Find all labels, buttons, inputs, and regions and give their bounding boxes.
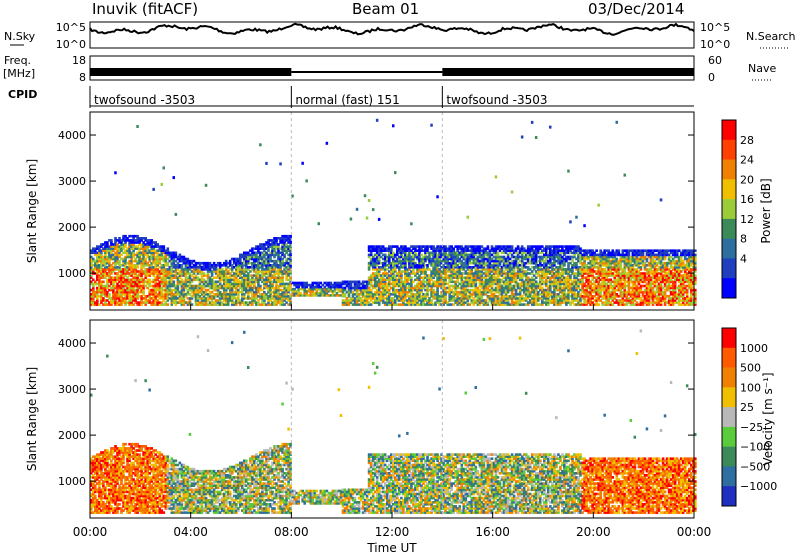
heatmap-cell [326, 142, 329, 145]
freq-band [90, 68, 694, 76]
heatmap-cell [305, 179, 308, 182]
heatmap-cell [173, 281, 176, 284]
cpid-segment-label: twofsound -3503 [94, 93, 195, 107]
heatmap-cell [436, 195, 439, 198]
heatmap-cell [511, 245, 514, 248]
freq-band-segment [291, 71, 442, 73]
heatmap-cell [205, 184, 208, 187]
heatmap-cell [152, 188, 155, 191]
heatmap-cell [368, 199, 371, 202]
freq-tick-bottom: 8 [79, 71, 86, 84]
heatmap-cell [110, 239, 113, 242]
nsearch-tick-top: 10^5 [700, 21, 730, 34]
heatmap-cell [259, 285, 262, 288]
heatmap-cell [521, 136, 524, 139]
nave-tick-top: 60 [708, 54, 722, 67]
heatmap-cell [136, 125, 139, 128]
heatmap-cell [376, 119, 379, 122]
nsky-label: N.Sky [4, 30, 36, 43]
heatmap-cell [495, 175, 498, 178]
heatmap-cell [265, 162, 268, 165]
heatmap-cell [108, 293, 111, 296]
cpid-segment-label: normal (fast) 151 [295, 93, 399, 107]
nsky-tick-bottom: 10^0 [56, 38, 86, 51]
heatmap-cell [175, 252, 178, 255]
heatmap-cell [392, 124, 395, 127]
heatmap-cell [549, 126, 552, 129]
station-title: Inuvik (fitACF) [92, 0, 198, 18]
heatmap-cell [467, 216, 470, 219]
heatmap-cell [289, 235, 292, 238]
beam-title: Beam 01 [352, 0, 419, 18]
heatmap-cell [301, 162, 304, 165]
heatmap-cell [102, 281, 105, 284]
heatmap-cell [535, 136, 538, 139]
heatmap-cell [173, 176, 176, 179]
heatmap-cell [163, 166, 166, 169]
cpid-segments: twofsound -3503 normal (fast) 151 twofsoun… [90, 86, 548, 108]
nsky-trace [90, 24, 694, 35]
heatmap-cell [161, 183, 164, 186]
freq-band-segment [442, 68, 694, 76]
heatmap-cell [366, 217, 369, 220]
heatmap-cell [378, 218, 381, 221]
heatmap-cell [318, 222, 321, 225]
freq-band-segment [90, 68, 291, 76]
nave-label: Nave [748, 62, 776, 75]
nsky-tick-top: 10^5 [56, 21, 86, 34]
heatmap-cell [531, 121, 534, 124]
heatmap-cell [372, 208, 375, 211]
heatmap-cell [163, 245, 166, 248]
nsky-panel [90, 22, 694, 48]
heatmap-cell [487, 245, 490, 248]
cpid-label: CPID [8, 88, 37, 101]
nsearch-tick-bottom: 10^0 [700, 38, 730, 51]
nsearch-label: N.Search [746, 30, 796, 43]
cpid-segment-label: twofsound -3503 [446, 93, 547, 107]
heatmap-cell [410, 222, 413, 225]
date-title: 03/Dec/2014 [588, 0, 684, 18]
heatmap-cell [259, 143, 262, 146]
heatmap-cell [175, 213, 178, 216]
heatmap-cell [114, 171, 117, 174]
heatmap-cell [511, 191, 514, 194]
nave-tick-bottom: 0 [708, 71, 715, 84]
heatmap-cell [364, 194, 367, 197]
freq-unit: [MHz] [3, 67, 35, 80]
heatmap-cell [350, 218, 353, 221]
freq-tick-top: 18 [72, 54, 86, 67]
heatmap-cell [410, 276, 413, 279]
heatmap-cell [167, 303, 170, 306]
heatmap-cell [167, 247, 170, 250]
freq-label: Freq. [4, 54, 31, 67]
heatmap-cell [430, 124, 433, 127]
heatmap-cell [394, 171, 397, 174]
heatmap-cell [279, 162, 282, 165]
heatmap-cell [356, 208, 359, 211]
